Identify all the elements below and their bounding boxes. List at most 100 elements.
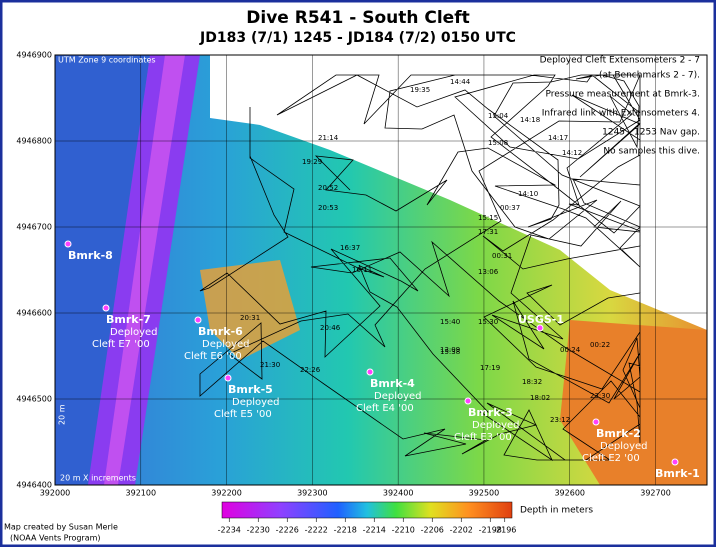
time-label: 23:12	[550, 416, 570, 424]
benchmark-name: Bmrk-3	[468, 406, 513, 419]
benchmark-note: Deployed	[472, 420, 520, 431]
time-label: 15:15	[478, 214, 498, 222]
time-label: 14:17	[548, 134, 568, 142]
time-label: 13:09	[440, 346, 460, 354]
time-label: 21:14	[318, 134, 339, 142]
colorbar-tick-label: -2234	[218, 526, 241, 535]
time-label: 17:31	[478, 228, 498, 236]
x-tick-label: 392400	[383, 489, 414, 498]
benchmark-note: Deployed	[110, 327, 158, 338]
benchmark-name: Bmrk-5	[228, 383, 273, 396]
benchmark-note: Cleft E7 '00	[92, 339, 150, 350]
benchmark-note: Cleft E5 '00	[214, 409, 272, 420]
time-label: 15:30	[478, 318, 498, 326]
time-label: 19:35	[410, 86, 430, 94]
y-tick-label: 4946500	[16, 395, 52, 404]
bathy-west	[55, 55, 150, 485]
time-label: 20:52	[318, 184, 338, 192]
colorbar	[221, 501, 513, 519]
time-label: 00:37	[500, 204, 520, 212]
credit: (NOAA Vents Program)	[10, 534, 101, 543]
x-tick-label: 392300	[297, 489, 328, 498]
y-tick-label: 4946400	[16, 481, 52, 490]
y-tick-label: 4946700	[16, 223, 52, 232]
benchmark-marker	[224, 374, 232, 382]
time-label: 15:40	[440, 318, 460, 326]
time-label: 14:44	[450, 78, 471, 86]
benchmark-note: Cleft E2 '00	[582, 453, 640, 464]
benchmark-note: Deployed	[374, 391, 422, 402]
colorbar-tick-label: -2214	[363, 526, 386, 535]
benchmark-name: Bmrk-4	[370, 377, 415, 390]
colorbar-tick-label: -2198	[479, 526, 502, 535]
dive-note: (at Benchmarks 2 - 7).	[599, 71, 700, 81]
track-line	[199, 74, 641, 462]
x-tick-label: 392600	[554, 489, 585, 498]
benchmark-name: Bmrk-7	[106, 313, 151, 326]
bathymetry	[55, 55, 707, 485]
time-label: 23:30	[590, 392, 610, 400]
time-label: 00:31	[492, 252, 512, 260]
time-label: 15:08	[488, 139, 508, 147]
time-label: 14:10	[518, 190, 538, 198]
zone-note: UTM Zone 9 coordinates	[58, 56, 156, 65]
credit: Map created by Susan Merle	[4, 523, 118, 532]
title: Dive R541 - South Cleft	[246, 8, 469, 28]
dive-note: Deployed Cleft Extensometers 2 - 7	[540, 56, 700, 66]
benchmark-name: Bmrk-2	[596, 427, 641, 440]
benchmark-name: USGS-1	[518, 313, 564, 326]
time-label: 14:18	[520, 116, 540, 124]
benchmark-name: Bmrk-8	[68, 249, 113, 262]
map-border	[54, 54, 708, 486]
time-label: 13:06	[478, 268, 499, 276]
colorbar-label: Depth in meters	[520, 506, 593, 516]
benchmark-note: Cleft E6 '00	[184, 351, 242, 362]
dive-note: Infrared link with Extensometers 4.	[542, 109, 700, 119]
benchmark-note: Deployed	[600, 441, 648, 452]
unsurveyed	[210, 55, 707, 330]
benchmark-marker	[536, 324, 544, 332]
time-label: 15:04	[488, 112, 509, 120]
y-tick-label: 4946800	[16, 137, 52, 146]
colorbar-tick-label: -2222	[305, 526, 328, 535]
benchmark-name: Bmrk-1	[655, 467, 700, 480]
colorbar-tick-label: -2218	[334, 526, 357, 535]
x-tick-label: 392100	[126, 489, 157, 498]
time-label: 18:02	[530, 394, 550, 402]
bathy-east	[560, 320, 707, 485]
benchmark-note: Deployed	[202, 339, 250, 350]
colorbar-tick-label: -2210	[392, 526, 415, 535]
time-label: 18:32	[522, 378, 542, 386]
benchmark-marker	[194, 316, 202, 324]
benchmark-note: Cleft E4 '00	[356, 403, 414, 414]
benchmark-note: Deployed	[232, 397, 280, 408]
time-label: 16:11	[352, 266, 372, 274]
time-label: 20:31	[240, 314, 260, 322]
x-tick-label: 392500	[469, 489, 500, 498]
time-label: 15:38	[440, 348, 460, 356]
colorbar-tick-label: -2206	[421, 526, 444, 535]
cleft-crest	[104, 55, 185, 485]
subtitle: JD183 (7/1) 1245 - JD184 (7/2) 0150 UTC	[199, 30, 516, 46]
scale-note: 20 m X increments	[60, 474, 136, 483]
time-label: 20:53	[318, 204, 338, 212]
benchmark-marker	[366, 368, 374, 376]
benchmark-marker	[671, 458, 679, 466]
x-tick-label: 392700	[640, 489, 671, 498]
time-label: 21:30	[260, 361, 280, 369]
dive-track	[199, 74, 641, 462]
y-scale-note: 20 m	[58, 404, 67, 425]
time-label: 19:29	[302, 158, 322, 166]
time-label: 14:12	[562, 149, 582, 157]
benchmark-marker	[592, 418, 600, 426]
colorbar-tick-label: -2202	[450, 526, 473, 535]
benchmark-marker	[64, 240, 72, 248]
bathy-high	[200, 260, 300, 360]
benchmark-marker	[102, 304, 110, 312]
x-tick-label: 392200	[211, 489, 242, 498]
time-label: 00:24	[560, 346, 581, 354]
dive-note: Pressure measurement at Bmrk-3.	[545, 90, 700, 100]
benchmark-note: Cleft E3 '00	[454, 432, 512, 443]
